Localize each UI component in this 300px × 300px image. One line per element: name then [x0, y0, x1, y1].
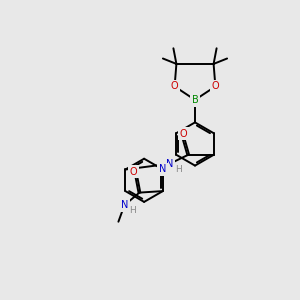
Text: H: H	[129, 206, 136, 215]
Text: B: B	[192, 95, 198, 105]
Text: O: O	[212, 81, 219, 92]
Text: H: H	[175, 165, 182, 174]
Text: O: O	[180, 129, 188, 139]
Text: O: O	[130, 167, 137, 177]
Text: N: N	[166, 159, 173, 169]
Text: N: N	[121, 200, 128, 210]
Text: N: N	[159, 164, 166, 175]
Text: O: O	[171, 81, 178, 92]
